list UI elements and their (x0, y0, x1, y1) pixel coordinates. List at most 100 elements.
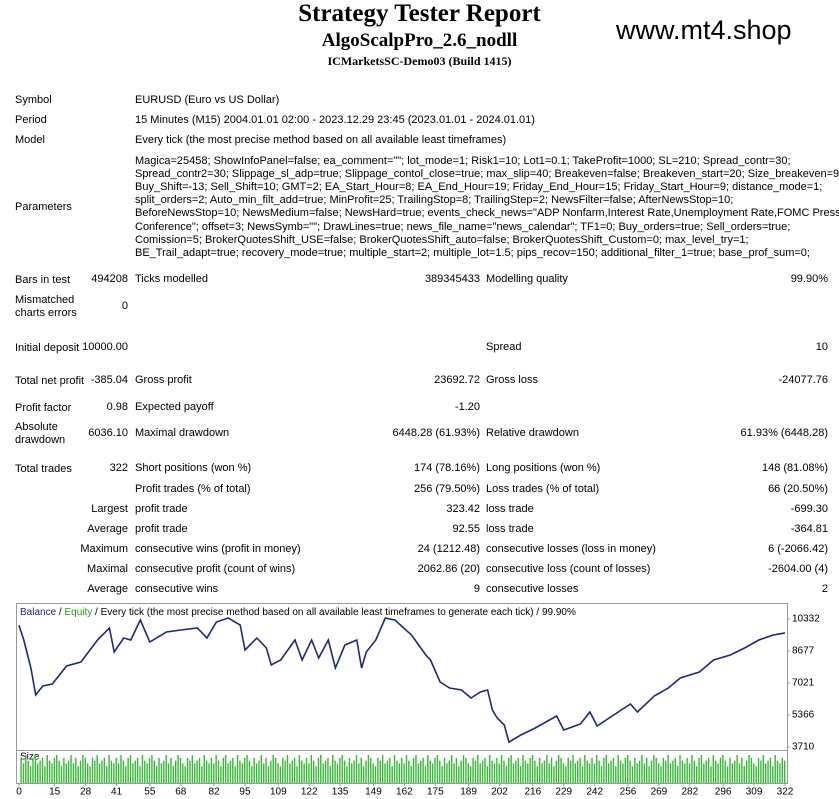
stat-value: -2604.00 (4) (768, 563, 828, 575)
stat-label: Average (87, 523, 128, 535)
size-bar (56, 755, 58, 783)
stat-value: 256 (79.50%) (413, 483, 480, 495)
size-bar (505, 766, 508, 783)
size-bar (431, 763, 434, 783)
size-bar (103, 757, 106, 783)
size-bar (691, 755, 693, 783)
size-bar (146, 763, 148, 783)
stat-value: 2062.86 (20) (417, 563, 480, 575)
size-bar (436, 755, 439, 783)
size-bar (139, 766, 141, 783)
size-bar (196, 760, 198, 783)
size-bar (667, 755, 669, 783)
stat-label: profit trade (135, 503, 188, 515)
stat-value: 99.90% (790, 273, 828, 285)
size-bar (738, 763, 741, 783)
x-tick-label: 122 (301, 787, 318, 798)
size-bar (662, 757, 665, 783)
size-bar (772, 766, 774, 783)
size-bar (684, 763, 686, 783)
size-bar (317, 757, 320, 783)
size-bar (748, 755, 750, 783)
size-bar (686, 757, 688, 783)
size-bar (591, 757, 593, 783)
size-bar (496, 757, 498, 783)
size-bar (653, 755, 655, 783)
size-bar (629, 760, 631, 783)
size-bar (703, 763, 705, 783)
stat-value: 66 (20.50%) (768, 483, 828, 495)
info-value: 15 Minutes (M15) 2004.01.01 02:00 - 2023… (135, 114, 535, 126)
chart: Balance / Equity / Every tick (the most … (16, 603, 820, 798)
size-bar (500, 755, 503, 783)
size-bar (726, 766, 729, 783)
size-bar (624, 757, 627, 783)
size-bar (320, 755, 322, 783)
stat-value: 10 (815, 341, 828, 353)
size-bar (222, 757, 224, 783)
size-bar (503, 760, 505, 783)
size-bar (479, 763, 481, 783)
size-bar (312, 760, 315, 783)
x-tick-label: 41 (111, 787, 123, 798)
size-bar (346, 766, 348, 783)
size-bar (512, 763, 515, 783)
stat-value: 0.98 (106, 401, 128, 413)
size-bar (724, 760, 726, 783)
size-bar (719, 757, 722, 783)
size-bar (272, 755, 274, 783)
size-bar (179, 757, 182, 783)
x-tick-label: 55 (144, 787, 156, 798)
size-bar (672, 760, 674, 783)
size-bar (705, 760, 707, 783)
size-bar (403, 763, 405, 783)
size-bar (612, 757, 615, 783)
size-bar (669, 763, 672, 783)
size-bar (129, 755, 132, 783)
size-bar (351, 763, 353, 783)
stat-label: consecutive losses (486, 583, 579, 595)
stat-label: Average (87, 583, 128, 595)
y-tick-label: 10332 (792, 614, 820, 625)
size-bar (607, 763, 610, 783)
size-bar (63, 757, 65, 783)
size-bar (106, 766, 108, 783)
size-bar (531, 755, 534, 783)
size-bar (401, 757, 403, 783)
parameters-line: Comission=5; BrokerQuotesShift_USE=false… (135, 233, 749, 246)
size-bar (553, 766, 555, 783)
size-bar (75, 757, 77, 783)
size-bar (44, 766, 46, 783)
y-tick-label: 5366 (792, 710, 815, 721)
size-bar (91, 757, 94, 783)
parameters-line: Magica=25458; ShowInfoPanel=false; ea_co… (135, 155, 791, 167)
size-bar (603, 757, 605, 783)
size-bar (467, 763, 470, 783)
size-bar (429, 760, 431, 783)
stat-label: Profit trades (% of total) (135, 483, 251, 495)
size-bar (567, 757, 569, 783)
size-bar (98, 763, 101, 783)
size-bar (731, 763, 734, 783)
stat-label: loss trade (486, 523, 534, 535)
size-bar (25, 755, 27, 783)
parameters-line: BeforeNewsStop=10; NewsMedium=false; New… (135, 207, 839, 220)
size-bar (546, 755, 548, 783)
stat-value: 6448.28 (61.93%) (392, 427, 480, 439)
size-bar (408, 760, 410, 783)
size-bar (239, 760, 241, 783)
size-bar (158, 757, 160, 783)
size-bar (365, 760, 367, 783)
size-bar (324, 760, 327, 783)
size-bar (434, 757, 436, 783)
y-tick-label: 7021 (792, 678, 815, 689)
size-bar (217, 760, 220, 783)
size-bar (213, 763, 215, 783)
size-bar (125, 766, 127, 783)
size-bar (381, 755, 384, 783)
size-bar (117, 763, 120, 783)
size-bar (246, 755, 248, 783)
size-bar (367, 755, 370, 783)
size-bar (600, 766, 603, 783)
size-bar (529, 757, 531, 783)
